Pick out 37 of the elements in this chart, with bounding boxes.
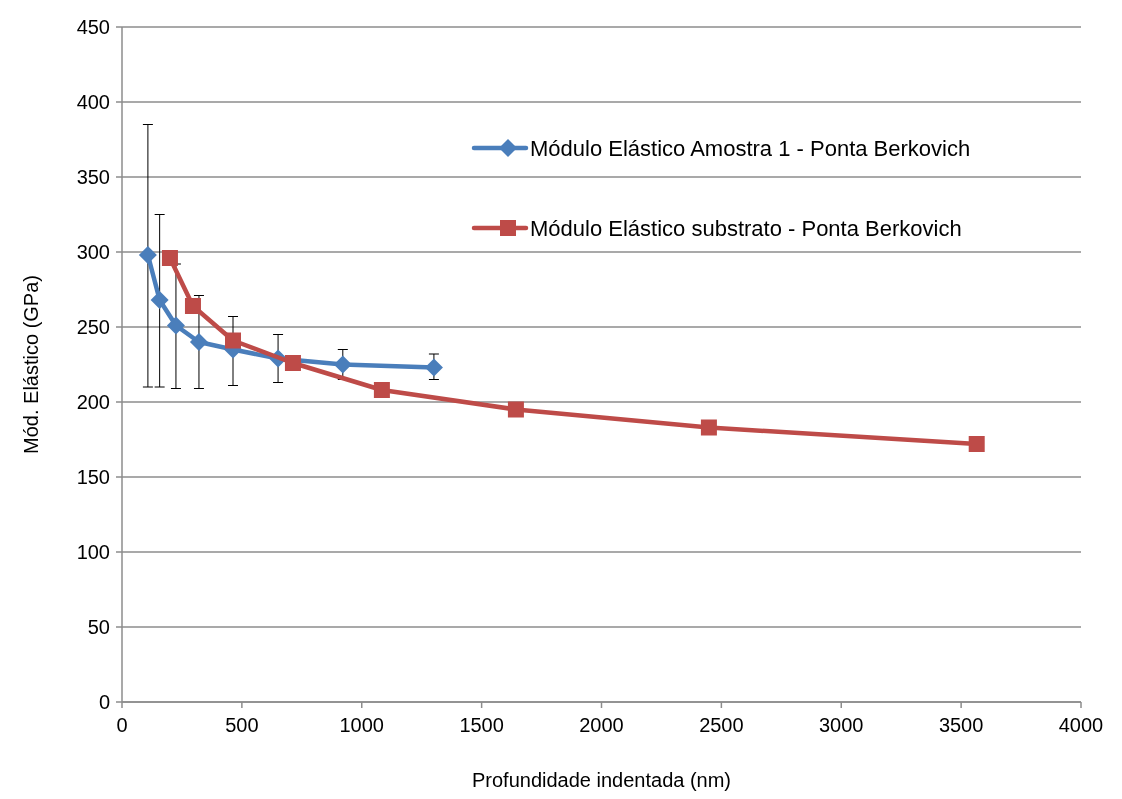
point (424, 358, 443, 377)
x-tick-label: 3000 (819, 714, 864, 736)
y-tick-label: 200 (76, 391, 110, 413)
point (225, 332, 241, 349)
point (700, 419, 717, 436)
legend-label: Módulo Elástico substrato - Ponta Berkovich (530, 215, 962, 241)
point (284, 355, 301, 371)
y-tick-label: 150 (76, 466, 110, 488)
x-tick-label: 1500 (459, 714, 504, 736)
y-tick-label: 450 (76, 16, 110, 38)
x-tick-label: 2500 (699, 714, 744, 736)
y-axis-title: Mód. Elástico (GPa) (20, 275, 42, 454)
point (507, 401, 524, 418)
point (166, 316, 185, 335)
y-tick-label: 400 (76, 91, 110, 113)
y-tick-label: 0 (98, 691, 110, 713)
legend-label: Módulo Elástico Amostra 1 - Ponta Berkovich (530, 135, 971, 161)
x-tick-label: 500 (225, 714, 259, 736)
x-tick-label: 4000 (1058, 714, 1104, 736)
point (184, 298, 201, 314)
y-tick-label: 300 (76, 241, 110, 263)
x-tick-label: 0 (116, 714, 128, 736)
point (968, 436, 985, 452)
point (373, 382, 390, 398)
y-tick-label: 100 (76, 541, 110, 563)
point (189, 333, 208, 351)
x-tick-label: 3500 (938, 714, 984, 736)
point (333, 355, 352, 374)
x-axis-title: Profundidade indentada (nm) (471, 769, 732, 791)
x-tick-label: 2000 (579, 714, 624, 736)
point (161, 250, 178, 266)
y-tick-label: 250 (76, 316, 110, 338)
point (138, 246, 157, 264)
y-tick-label: 350 (76, 166, 110, 188)
y-tick-label: 50 (87, 616, 110, 638)
x-tick-label: 1000 (339, 714, 384, 736)
point (150, 291, 169, 309)
